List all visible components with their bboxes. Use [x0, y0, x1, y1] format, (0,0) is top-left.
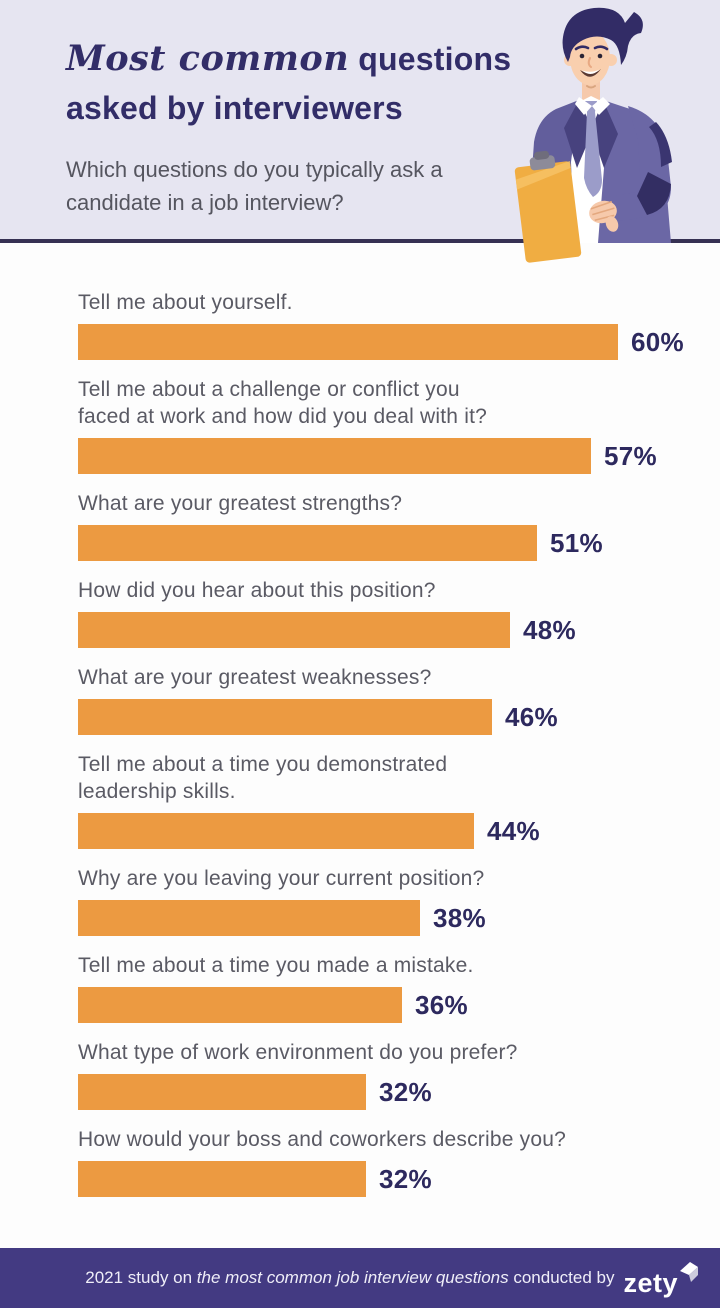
- bar: [78, 525, 537, 561]
- question-label: Tell me about a challenge or conflict yo…: [78, 378, 488, 428]
- bar: [78, 1074, 366, 1110]
- bar-line: 48%: [78, 612, 720, 648]
- chart-row: Tell me about a time you demonstrated le…: [78, 751, 720, 849]
- value-label: 51%: [550, 527, 603, 558]
- bar-rows: Tell me about yourself. 60% Tell me abou…: [78, 289, 720, 1197]
- chart-row: Tell me about a time you made a mistake.…: [78, 952, 720, 1023]
- question-label: Tell me about a time you made a mistake.: [78, 954, 474, 977]
- chart-row: What are your greatest strengths? 51%: [78, 490, 720, 561]
- chart-row: Why are you leaving your current positio…: [78, 865, 720, 936]
- bar: [78, 1161, 366, 1197]
- question-label: Tell me about a time you demonstrated le…: [78, 753, 448, 803]
- footer-text-prefix: 2021 study on: [85, 1268, 197, 1287]
- title-script-part: Most common: [66, 38, 350, 79]
- question-label: What are your greatest strengths?: [78, 492, 403, 515]
- bar-line: 44%: [78, 813, 720, 849]
- question-label: Why are you leaving your current positio…: [78, 867, 485, 890]
- header: Most common questions asked by interview…: [0, 0, 720, 263]
- bar: [78, 324, 618, 360]
- bar-line: 57%: [78, 438, 720, 474]
- question-label: How would your boss and coworkers descri…: [78, 1128, 566, 1151]
- header-text: Most common questions asked by interview…: [66, 34, 546, 219]
- page-title: Most common questions asked by interview…: [66, 34, 546, 133]
- bar-line: 32%: [78, 1161, 720, 1197]
- bar-line: 46%: [78, 699, 720, 735]
- chart-row: How would your boss and coworkers descri…: [78, 1126, 720, 1197]
- bar-line: 38%: [78, 900, 720, 936]
- chart-row: How did you hear about this position? 48…: [78, 577, 720, 648]
- interviewer-illustration-icon: [514, 7, 672, 263]
- bar-line: 32%: [78, 1074, 720, 1110]
- value-label: 46%: [505, 701, 558, 732]
- bar-chart: Tell me about yourself. 60% Tell me abou…: [0, 243, 720, 1248]
- value-label: 38%: [433, 902, 486, 933]
- footer-text-suffix: conducted by: [508, 1268, 615, 1287]
- bar: [78, 438, 591, 474]
- chart-row: Tell me about yourself. 60%: [78, 289, 720, 360]
- value-label: 57%: [604, 440, 657, 471]
- survey-question-subtitle: Which questions do you typically ask a c…: [66, 157, 443, 215]
- value-label: 32%: [379, 1163, 432, 1194]
- chart-row: What are your greatest weaknesses? 46%: [78, 664, 720, 735]
- value-label: 32%: [379, 1076, 432, 1107]
- footer-text-italic: the most common job interview questions: [196, 1268, 509, 1287]
- bar-line: 36%: [78, 987, 720, 1023]
- chart-row: What type of work environment do you pre…: [78, 1039, 720, 1110]
- bar: [78, 612, 510, 648]
- question-label: How did you hear about this position?: [78, 579, 436, 602]
- bar: [78, 900, 420, 936]
- value-label: 60%: [631, 326, 684, 357]
- bar: [78, 699, 492, 735]
- zety-arrow-icon: [680, 1262, 698, 1282]
- question-label: Tell me about yourself.: [78, 291, 293, 314]
- value-label: 48%: [523, 614, 576, 645]
- bar: [78, 987, 402, 1023]
- bar-line: 60%: [78, 324, 720, 360]
- chart-row: Tell me about a challenge or conflict yo…: [78, 376, 720, 474]
- zety-logo-text: zety: [623, 1268, 678, 1298]
- bar-line: 51%: [78, 525, 720, 561]
- bar: [78, 813, 474, 849]
- zety-logo: zety: [623, 1261, 700, 1298]
- footer: 2021 study on the most common job interv…: [0, 1248, 720, 1308]
- question-label: What are your greatest weaknesses?: [78, 666, 432, 689]
- value-label: 36%: [415, 989, 468, 1020]
- question-label: What type of work environment do you pre…: [78, 1041, 518, 1064]
- value-label: 44%: [487, 815, 540, 846]
- title-rest-part: questions asked by interviewers: [66, 41, 512, 126]
